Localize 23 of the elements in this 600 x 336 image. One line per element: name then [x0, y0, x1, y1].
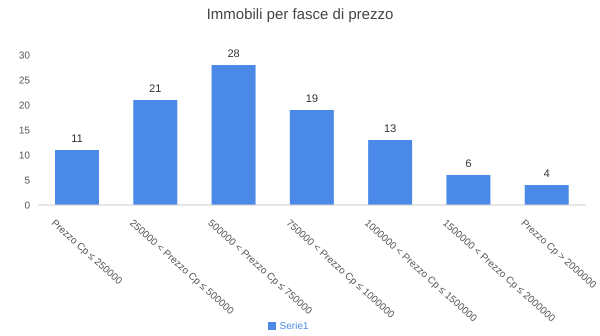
- bar: [524, 185, 569, 205]
- y-tick-label: 20: [18, 100, 30, 112]
- y-tick-label: 5: [24, 176, 30, 187]
- legend-label: Serie1: [280, 321, 308, 332]
- bar: [290, 110, 334, 205]
- data-label: 11: [71, 133, 83, 145]
- y-tick-label: 0: [24, 200, 30, 212]
- bar: [133, 100, 178, 205]
- y-tick-label: 15: [18, 126, 30, 137]
- data-label: 28: [227, 48, 240, 60]
- data-label: 19: [306, 93, 318, 105]
- bar: [55, 150, 99, 205]
- chart-title: Immobili per fasce di prezzo: [206, 6, 394, 23]
- data-label: 13: [384, 123, 396, 135]
- bar: [368, 140, 412, 205]
- data-label: 4: [544, 168, 550, 180]
- bar: [446, 175, 490, 205]
- y-tick-label: 25: [18, 76, 30, 87]
- data-label: 6: [465, 158, 472, 170]
- y-tick-label: 30: [18, 50, 30, 62]
- data-label: 21: [149, 83, 162, 95]
- bar: [212, 65, 256, 205]
- y-tick-label: 10: [18, 150, 30, 162]
